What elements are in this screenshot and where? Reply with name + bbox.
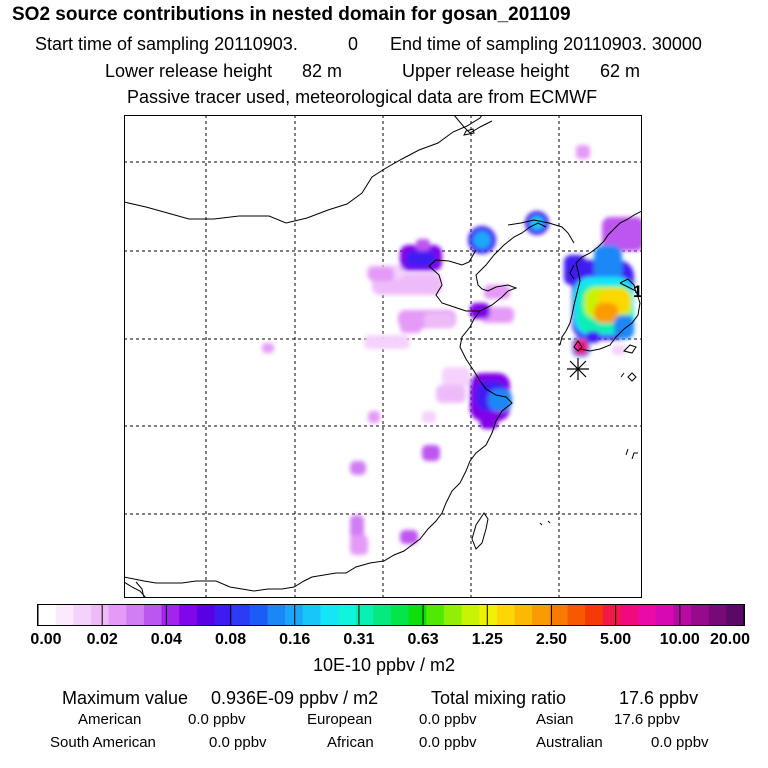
colorbar-swatch [391, 605, 410, 625]
max-label: Maximum value [62, 688, 189, 708]
colorbar-tick-label: 0.16 [279, 631, 311, 648]
colorbar-swatch [90, 605, 110, 625]
colorbar-swatch [373, 605, 392, 625]
colorbar-swatch [143, 605, 163, 625]
colorbar-tick-label: 0.02 [86, 631, 118, 648]
region-label-asian: Asian [536, 711, 574, 728]
colorbar-tick-label: 2.50 [535, 631, 568, 648]
colorbar-swatch [108, 605, 127, 625]
colorbar-swatch [585, 605, 604, 625]
region-value-american: 0.0 ppbv [188, 711, 246, 728]
colorbar [37, 604, 745, 626]
colorbar-swatch [73, 605, 92, 625]
total-value: 17.6 ppbv [619, 688, 699, 708]
colorbar-tick-label: 0.04 [150, 631, 182, 648]
colorbar-frame [37, 604, 745, 626]
colorbar-swatch [232, 605, 251, 625]
start-label: Start time of sampling 20110903. [35, 34, 298, 54]
max-value: 0.936E-09 ppbv / m2 [211, 688, 379, 708]
colorbar-tick-label: 20.00 [709, 631, 751, 648]
colorbar-swatch [320, 605, 339, 625]
colorbar-swatch [602, 605, 622, 625]
colorbar-swatch [285, 605, 304, 625]
colorbar-swatch [338, 605, 357, 625]
colorbar-tick-label: 1.25 [471, 631, 503, 648]
colorbar-swatch [567, 605, 586, 625]
colorbar-swatch [55, 605, 74, 625]
colorbar-swatch [214, 605, 233, 625]
colorbar-swatch [549, 605, 569, 625]
colorbar-tick-label: 0.08 [214, 631, 247, 648]
colorbar-tick-label: 0.31 [343, 631, 375, 648]
chart-title: SO2 source contributions in nested domai… [12, 4, 571, 25]
colorbar-swatch [179, 605, 198, 625]
colorbar-swatch [479, 605, 498, 625]
region-value-asian: 17.6 ppbv [614, 711, 680, 728]
colorbar-swatch [620, 605, 639, 625]
colorbar-swatch [655, 605, 674, 625]
region-value-african: 0.0 ppbv [419, 734, 477, 751]
colorbar-swatch [514, 605, 533, 625]
region-label-south-american: South American [50, 734, 156, 751]
coastlines [124, 115, 642, 598]
header-note: Passive tracer used, meteorological data… [127, 87, 598, 107]
region-label-australian: Australian [536, 734, 603, 751]
receptor-marker [567, 358, 589, 380]
colorbar-swatch [673, 605, 692, 625]
region-label-african: African [327, 734, 374, 751]
colorbar-swatch [726, 605, 745, 625]
marker-label: 1 [633, 282, 642, 301]
colorbar-tick-label: 0.63 [407, 631, 439, 648]
colorbar-swatch [38, 605, 57, 625]
colorbar-swatch [691, 605, 710, 625]
region-value-australian: 0.0 ppbv [651, 734, 709, 751]
upper-label: Upper release height [402, 61, 570, 81]
colorbar-swatch [638, 605, 657, 625]
colorbar-swatch [532, 605, 551, 625]
total-label: Total mixing ratio [431, 688, 567, 708]
plume-field [262, 145, 642, 555]
region-label-american: American [78, 711, 142, 728]
colorbar-tick-label: 10.00 [659, 631, 700, 648]
lower-label: Lower release height [105, 61, 273, 81]
colorbar-swatch [249, 605, 269, 625]
colorbar-swatch [161, 605, 180, 625]
colorbar-swatch [267, 605, 286, 625]
colorbar-swatch [443, 605, 463, 625]
colorbar-swatch [708, 605, 727, 625]
colorbar-swatch [496, 605, 516, 625]
end-label: End time of sampling 20110903. 30000 [390, 34, 702, 54]
colorbar-swatch [355, 605, 374, 625]
colorbar-swatch [302, 605, 321, 625]
colorbar-tick-label: 5.00 [600, 631, 632, 648]
colorbar-swatch [126, 605, 145, 625]
start-value: 0 [348, 34, 359, 54]
colorbar-swatch [461, 605, 480, 625]
colorbar-swatch [408, 605, 427, 625]
colorbar-units: 10E-10 ppbv / m2 [312, 655, 456, 675]
colorbar-tick-label: 0.00 [30, 631, 62, 648]
upper-value: 62 m [600, 61, 641, 81]
colorbar-swatch [196, 605, 216, 625]
lower-value: 82 m [302, 61, 343, 81]
map-panel: 1 [124, 115, 642, 598]
region-value-south-american: 0.0 ppbv [209, 734, 267, 751]
region-label-european: European [307, 711, 373, 728]
colorbar-swatch [426, 605, 445, 625]
region-value-european: 0.0 ppbv [419, 711, 477, 728]
map-gridlines [124, 115, 642, 598]
